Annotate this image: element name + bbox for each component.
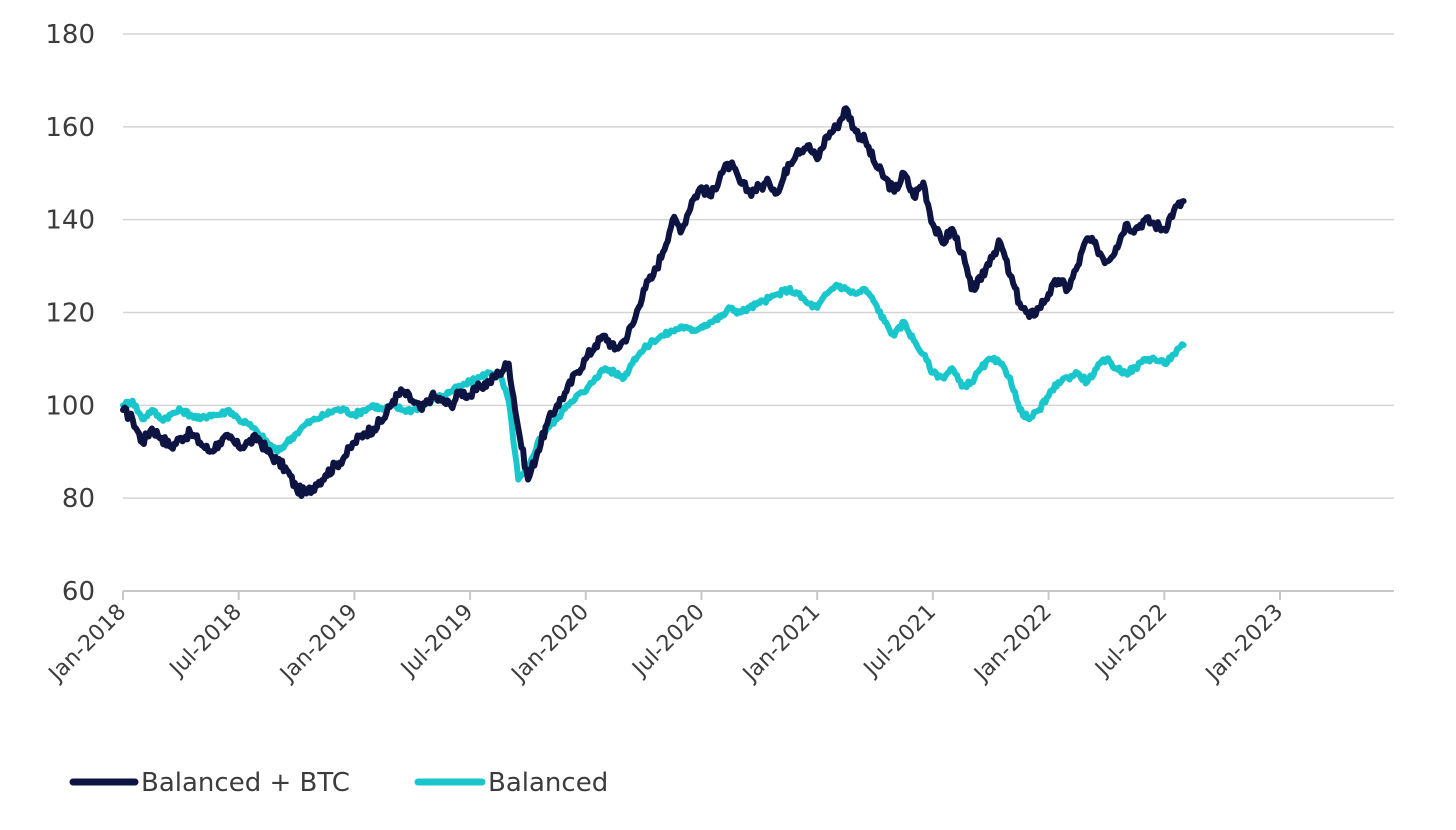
x-tick-label: Jan-2020	[506, 600, 594, 688]
x-tick-label: Jan-2019	[274, 600, 362, 688]
x-axis-ticks: Jan-2018 Jul-2018 Jan-2019 Jul-2019 Jan-2020…	[43, 591, 1288, 688]
x-tick-label: Jan-2021	[737, 600, 825, 688]
series-line-balanced-btc	[120, 105, 1187, 499]
x-tick-label: Jul-2021	[858, 600, 941, 683]
legend: Balanced + BTC Balanced	[69, 768, 608, 798]
x-tick-label: Jan-2022	[969, 600, 1057, 688]
legend-label-balanced: Balanced	[488, 768, 608, 798]
gridlines	[123, 33, 1394, 592]
x-tick-label: Jan-2018	[43, 600, 131, 688]
x-tick-label: Jul-2019	[395, 600, 478, 683]
legend-label-balanced-btc: Balanced + BTC	[141, 768, 350, 798]
y-tick-label: 180	[45, 20, 95, 50]
y-tick-label: 140	[45, 206, 95, 236]
y-tick-label: 120	[45, 299, 95, 329]
x-tick-label: Jan-2023	[1200, 600, 1288, 688]
x-tick-label: Jul-2020	[627, 600, 710, 683]
y-tick-label: 80	[62, 484, 95, 514]
x-tick-label: Jul-2018	[164, 600, 247, 683]
y-axis-ticks: 60 80 100 120 140 160 180	[45, 20, 95, 607]
series-line-balanced	[120, 281, 1187, 483]
x-tick-label: Jul-2022	[1089, 600, 1172, 683]
series-lines	[120, 105, 1187, 499]
y-tick-label: 60	[62, 577, 95, 607]
y-tick-label: 100	[45, 391, 95, 421]
y-tick-label: 160	[45, 113, 95, 143]
